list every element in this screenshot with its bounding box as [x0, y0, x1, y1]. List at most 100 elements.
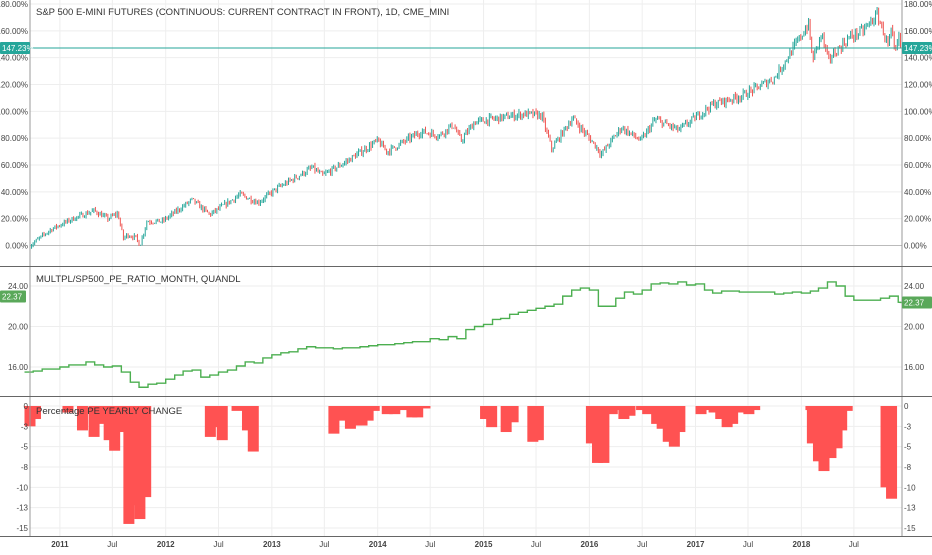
- y-tick-right: 160.00%: [904, 27, 932, 36]
- x-tick-label: 2015: [475, 540, 493, 549]
- y-tick-left: -8: [21, 463, 29, 472]
- y-tick-left: 140.00%: [0, 54, 28, 63]
- x-tick-label: 2011: [51, 540, 69, 549]
- y-tick-left: 20.00: [8, 323, 29, 332]
- y-tick-left: 100.00%: [0, 107, 28, 116]
- y-tick-left: 24.00: [8, 282, 29, 291]
- y-tick-left: -5: [21, 443, 29, 452]
- y-tick-left: 160.00%: [0, 27, 28, 36]
- y-tick-left: 0: [24, 402, 29, 411]
- bar: [231, 406, 243, 411]
- last-value-labels: 147.23% 147.23% 22.37 22.37: [0, 41, 932, 309]
- y-tick-left: -13: [16, 504, 28, 513]
- y-tick-left: -3: [21, 422, 29, 431]
- bar: [662, 406, 674, 442]
- bar: [674, 406, 686, 433]
- pe-line: [24, 281, 903, 388]
- y-tick-right: 0: [904, 402, 909, 411]
- bar: [406, 406, 418, 418]
- y-tick-left: 80.00%: [1, 134, 28, 143]
- x-tick-label: Jul: [213, 540, 223, 549]
- candle-series: [29, 7, 903, 249]
- bar: [76, 406, 88, 431]
- y-tick-left: -15: [16, 524, 28, 533]
- pane2-title: MULTPL/SP500_PE_RATIO_MONTH, QUANDL: [36, 274, 240, 285]
- y-tick-right: 20.00: [904, 323, 925, 332]
- pe-label-right-bg: [902, 296, 932, 309]
- bar: [62, 406, 74, 413]
- pe-line-series: [24, 281, 903, 388]
- y-tick-right: 100.00%: [904, 107, 932, 116]
- bar: [507, 406, 519, 423]
- bar: [241, 406, 253, 431]
- y-tick-right: 0.00%: [904, 242, 927, 251]
- y-tick-left: 120.00%: [0, 81, 28, 90]
- bar: [618, 406, 630, 420]
- bar-series: [24, 406, 898, 524]
- bar: [103, 406, 115, 441]
- bar: [389, 406, 401, 415]
- x-tick-label: Jul: [319, 540, 329, 549]
- bar: [247, 406, 259, 452]
- bar: [715, 406, 727, 420]
- bar: [480, 406, 492, 420]
- pane-borders: [0, 0, 932, 537]
- y-tick-left: 0.00%: [5, 242, 28, 251]
- bar: [216, 406, 228, 441]
- x-tick-label: 2013: [263, 540, 281, 549]
- y-tick-right: -3: [904, 422, 912, 431]
- bar: [656, 406, 668, 429]
- bar: [880, 406, 892, 488]
- y-tick-right: 180.00%: [904, 0, 932, 9]
- bar: [732, 406, 744, 413]
- bar: [94, 406, 106, 424]
- bar: [30, 406, 41, 420]
- bar: [338, 406, 350, 421]
- y-tick-right: -13: [904, 504, 916, 513]
- y-tick-left: 180.00%: [0, 0, 28, 9]
- y-tick-right: 20.00%: [904, 215, 931, 224]
- bar: [727, 406, 739, 424]
- bar: [117, 406, 129, 433]
- y-tick-left: 60.00%: [1, 161, 28, 170]
- y-tick-right: -15: [904, 524, 916, 533]
- x-tick-label: Jul: [637, 540, 647, 549]
- bar: [398, 406, 410, 411]
- x-tick-label: 2016: [580, 540, 598, 549]
- y-tick-right: 24.00: [904, 282, 925, 291]
- bar: [351, 406, 363, 426]
- bar: [381, 406, 393, 415]
- bar: [140, 406, 152, 498]
- y-tick-right: -8: [904, 463, 912, 472]
- bar: [886, 406, 898, 499]
- bar: [412, 406, 424, 418]
- x-tick-label: 2012: [157, 540, 175, 549]
- bar: [210, 406, 222, 428]
- bar: [812, 406, 824, 462]
- y-tick-left: -10: [16, 483, 28, 492]
- bar: [701, 406, 713, 411]
- bar: [806, 406, 818, 444]
- bar: [356, 406, 368, 426]
- bar: [598, 406, 610, 463]
- y-tick-right: 80.00%: [904, 134, 931, 143]
- bar: [695, 406, 707, 415]
- y-tick-left: 40.00%: [1, 188, 28, 197]
- bar: [328, 406, 340, 434]
- y-tick-left: 20.00%: [1, 215, 28, 224]
- price-label-left: 147.23%: [2, 44, 34, 53]
- pane1-title: S&P 500 E-MINI FUTURES (CONTINUOUS: CURR…: [36, 7, 449, 18]
- price-label-right: 147.23%: [904, 44, 932, 53]
- bar: [585, 406, 597, 444]
- bar: [592, 406, 604, 463]
- pe-label-right: 22.37: [904, 299, 925, 308]
- bar: [836, 406, 848, 431]
- y-tick-right: 40.00%: [904, 188, 931, 197]
- bar: [606, 406, 618, 415]
- bar: [743, 406, 755, 415]
- bar: [708, 406, 720, 413]
- bar: [668, 406, 680, 447]
